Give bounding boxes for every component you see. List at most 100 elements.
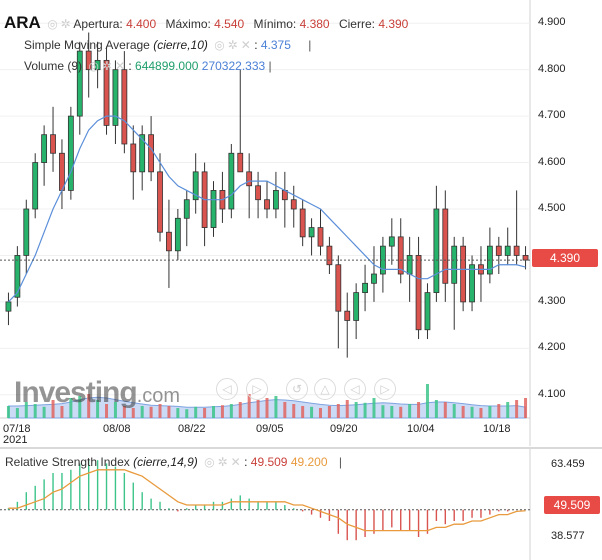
- candle-up: [469, 264, 475, 303]
- volume-bar: [131, 408, 135, 418]
- price-tick: 4.600: [538, 155, 566, 168]
- panel-divider[interactable]: [0, 447, 602, 449]
- candle-down: [50, 134, 56, 154]
- candle-down: [166, 231, 172, 252]
- volume-bar: [105, 404, 109, 418]
- candle-down: [415, 255, 422, 331]
- sma-settings-icon[interactable]: ✲: [227, 38, 238, 52]
- candle-up: [139, 134, 146, 173]
- sma-params: (cierre,10): [153, 38, 208, 52]
- volume-params: (9): [67, 59, 83, 73]
- candle-up: [210, 190, 217, 228]
- volume-bar: [122, 406, 126, 418]
- zoom-out-icon[interactable]: ◁: [216, 378, 238, 400]
- volume-bar: [425, 384, 429, 418]
- rsi-signal-line: [8, 469, 526, 532]
- candle-up: [67, 115, 74, 191]
- rsi-eye-icon[interactable]: ◎: [204, 455, 215, 469]
- candle-up: [32, 162, 39, 210]
- volume-bar: [265, 398, 269, 418]
- candle-up: [94, 59, 101, 71]
- candle-up: [353, 292, 360, 321]
- x-tick: 08/08: [103, 423, 131, 435]
- rsi-chart[interactable]: [0, 449, 602, 560]
- price-tick: 4.100: [538, 387, 566, 400]
- high-label: Máximo:: [165, 17, 211, 31]
- scroll-right-icon[interactable]: ▷: [374, 378, 396, 400]
- time-axis[interactable]: 07/18 2021 08/08 08/22 09/05 09/20 10/04…: [0, 418, 530, 446]
- sma-legend: Simple Moving Average (cierre,10) ◎ ✲ ✕ : …: [24, 38, 312, 52]
- sma-line: [8, 115, 526, 303]
- candle-up: [362, 282, 368, 293]
- volume-bar: [452, 404, 456, 418]
- sma-eye-icon[interactable]: ◎: [214, 38, 225, 52]
- close-value: 4.390: [378, 17, 409, 31]
- volume-series: [6, 384, 528, 419]
- volume-bar: [212, 406, 216, 418]
- volume-close-icon[interactable]: ✕: [114, 59, 125, 73]
- volume-value-1: 644899.000: [135, 59, 199, 73]
- volume-label: Volume: [24, 59, 65, 73]
- volume-bar: [336, 404, 340, 418]
- eye-icon[interactable]: ◎: [47, 17, 58, 31]
- volume-bar: [310, 406, 314, 418]
- watermark-suffix: .com: [136, 385, 181, 407]
- volume-bar: [274, 396, 278, 418]
- rsi-close-icon[interactable]: ✕: [230, 455, 241, 469]
- volume-eye-icon[interactable]: ◎: [88, 59, 99, 73]
- volume-bar: [408, 404, 412, 418]
- x-tick: 09/20: [330, 423, 358, 435]
- volume-bar: [488, 406, 492, 418]
- close-label: Cierre:: [338, 17, 375, 31]
- x-tick: 07/18: [3, 423, 31, 435]
- investing-watermark: Investing.com: [14, 376, 180, 410]
- volume-bar: [87, 394, 91, 418]
- candle-up: [433, 208, 440, 293]
- candle-down: [290, 199, 297, 210]
- rsi-value-1: 49.509: [250, 455, 288, 469]
- candle-down: [326, 245, 333, 266]
- candle-up: [183, 199, 190, 219]
- reset-icon[interactable]: ↺: [286, 378, 308, 400]
- candle-down: [442, 208, 449, 284]
- volume-value-2: 270322.333: [201, 59, 266, 73]
- candle-up: [112, 69, 119, 126]
- rsi-tick-low: 38.577: [551, 530, 585, 542]
- measure-icon[interactable]: △: [314, 378, 336, 400]
- zoom-in-icon[interactable]: ▷: [246, 378, 268, 400]
- price-chart[interactable]: [0, 0, 602, 450]
- candle-up: [504, 245, 511, 256]
- volume-bar: [6, 406, 10, 418]
- volume-bar: [176, 408, 180, 418]
- candle-down: [255, 185, 261, 201]
- x-tick: 08/22: [178, 423, 206, 435]
- candle-up: [14, 255, 21, 298]
- watermark-brand: Investing: [14, 376, 138, 409]
- candle-up: [308, 227, 315, 238]
- price-tick: 4.700: [538, 109, 566, 122]
- volume-bar: [140, 406, 144, 418]
- candle-down: [59, 152, 65, 191]
- volume-bar: [434, 400, 438, 418]
- open-label: Apertura:: [73, 17, 123, 31]
- candle-down: [237, 152, 244, 173]
- volume-bar: [60, 406, 64, 418]
- settings-icon[interactable]: ✲: [60, 17, 71, 31]
- volume-bar: [283, 402, 287, 418]
- volume-bar: [167, 406, 171, 418]
- sma-value: 4.375: [260, 38, 291, 52]
- candle-down: [335, 264, 342, 312]
- candle-up: [5, 301, 12, 312]
- sma-close-icon[interactable]: ✕: [240, 38, 251, 52]
- volume-bar: [363, 402, 367, 418]
- candle-down: [299, 208, 306, 238]
- volume-bar: [506, 402, 510, 418]
- low-label: Mínimo:: [253, 17, 297, 31]
- candle-down: [121, 69, 128, 145]
- price-tick: 4.500: [538, 202, 566, 214]
- volume-settings-icon[interactable]: ✲: [101, 59, 112, 73]
- volume-bar: [149, 406, 153, 418]
- scroll-left-icon[interactable]: ◁: [344, 378, 366, 400]
- rsi-settings-icon[interactable]: ✲: [217, 455, 228, 469]
- volume-bar: [345, 400, 349, 418]
